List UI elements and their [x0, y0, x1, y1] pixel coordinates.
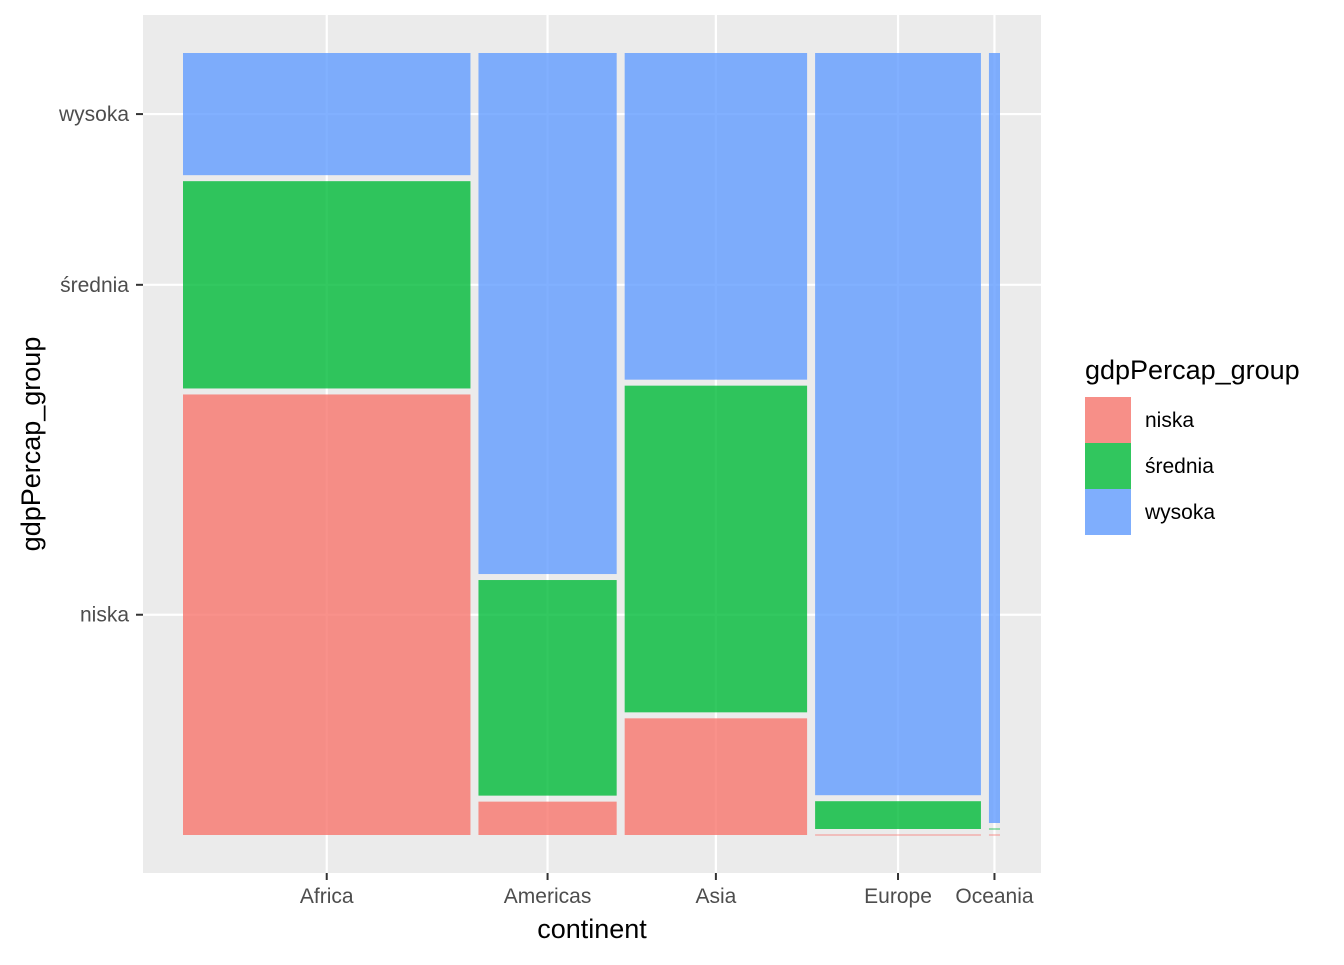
- legend-key-2: [1085, 489, 1131, 535]
- tile-europe-2: [815, 53, 981, 796]
- legend-title: gdpPercap_group: [1085, 355, 1300, 385]
- y-tick-label: niska: [80, 604, 129, 627]
- legend-label: średnia: [1145, 455, 1214, 478]
- y-axis-label: gdpPercap_group: [16, 337, 46, 552]
- legend-key-0: [1085, 397, 1131, 443]
- tile-europe-1: [815, 801, 981, 829]
- tile-asia-1: [624, 385, 808, 713]
- x-axis-label: continent: [537, 914, 647, 944]
- tile-oceania-2: [988, 53, 1000, 823]
- tile-americas-2: [478, 53, 617, 575]
- legend-label: niska: [1145, 409, 1194, 432]
- legend-label: wysoka: [1144, 501, 1215, 524]
- x-tick-label: Oceania: [955, 885, 1034, 908]
- y-tick-label: średnia: [60, 274, 129, 297]
- x-tick-label: Asia: [695, 885, 736, 908]
- y-tick-label: wysoka: [58, 103, 129, 126]
- tile-africa-0: [183, 394, 471, 835]
- tile-africa-1: [183, 181, 471, 389]
- tile-asia-2: [624, 53, 808, 380]
- tile-africa-2: [183, 53, 471, 176]
- legend-key-1: [1085, 443, 1131, 489]
- tile-asia-0: [624, 718, 808, 835]
- tile-americas-1: [478, 580, 617, 796]
- x-tick-label: Africa: [300, 885, 354, 908]
- tile-americas-0: [478, 801, 617, 835]
- x-tick-label: Americas: [504, 885, 592, 908]
- x-tick-label: Europe: [864, 885, 932, 908]
